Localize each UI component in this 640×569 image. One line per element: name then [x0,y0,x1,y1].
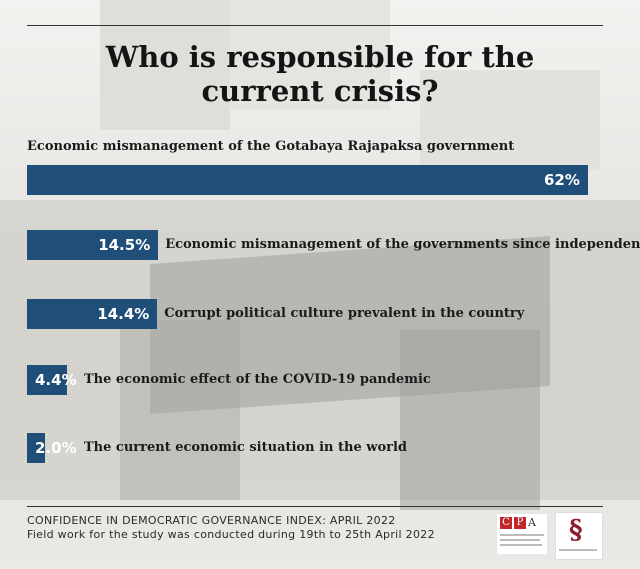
background-person [120,320,240,500]
social-scientists-logo: § [555,512,603,560]
footer-index-title: CONFIDENCE IN DEMOCRATIC GOVERNANCE INDE… [27,514,396,527]
top-divider [27,25,603,26]
category-label-5: The current economic situation in the wo… [84,440,407,455]
footer-fieldwork-note: Field work for the study was conducted d… [27,528,435,541]
category-label-3: Corrupt political culture prevalent in t… [164,306,525,321]
category-label-4: The economic effect of the COVID-19 pand… [84,372,431,387]
background-building [230,0,390,110]
bottom-divider [27,506,603,507]
bar-value-label-5: 2.0% [35,439,77,457]
chart-title-line-1: Who is responsible for the [105,40,535,74]
bar-chart: 62% Economic mismanagement of the Gotabay… [27,139,640,463]
cpa-letter-p: P [514,517,526,529]
bar-2 [27,230,159,260]
background-building [100,0,230,130]
ssr-mark-icon: § [569,515,583,545]
bar-1 [27,165,588,195]
background-building [420,70,600,170]
category-label-1: Economic mismanagement of the Gotabaya R… [27,139,515,154]
ssr-fineprint [559,549,597,551]
bar-value-label-4: 4.4% [35,371,77,389]
cpa-fineprint [500,539,540,541]
cpa-fineprint [500,534,544,536]
bar-3 [27,299,158,329]
bar-value-label-3: 14.4% [97,305,150,323]
bar-value-label-2: 14.5% [98,236,151,254]
cpa-logo: C P A [497,514,547,554]
cpa-letter-c: C [500,517,512,529]
cpa-letter-a: A [528,516,536,529]
chart-title: Who is responsible for the current crisi… [0,40,640,108]
bar-value-label-1: 62% [544,171,580,189]
bar-5 [27,433,46,463]
category-label-2: Economic mismanagement of the government… [165,237,640,252]
background-person [400,330,540,510]
cpa-fineprint [500,544,542,546]
bar-4 [27,365,67,395]
chart-title-line-2: current crisis? [201,74,439,108]
